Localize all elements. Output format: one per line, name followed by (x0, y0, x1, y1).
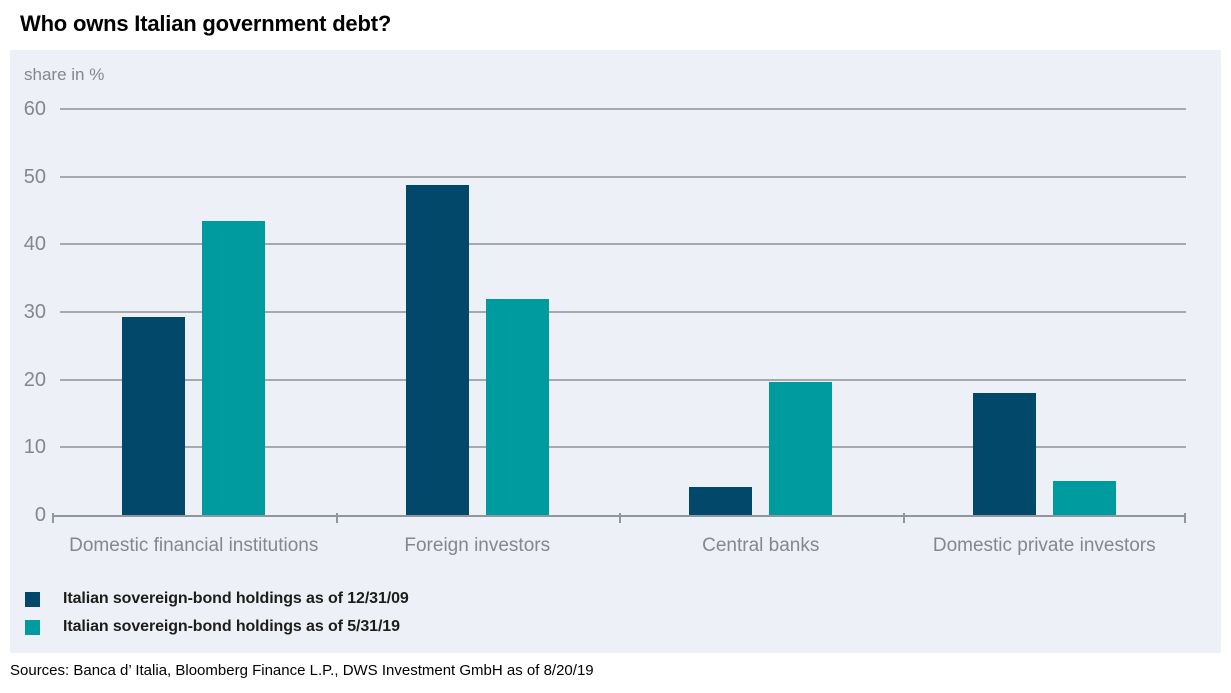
bar-series1-4 (972, 392, 1036, 515)
x-axis-tick (52, 513, 54, 523)
y-tick-label-60: 60 (23, 98, 46, 120)
bar-series1-3 (689, 487, 753, 515)
bar-series1-1 (122, 316, 186, 515)
legend-item-1: Italian sovereign-bond holdings as of 12… (25, 590, 409, 607)
y-tick-label-50: 50 (23, 165, 46, 188)
x-axis-tick (903, 513, 905, 523)
legend-swatch-icon (25, 591, 40, 607)
x-axis-tick (1184, 513, 1186, 523)
sources-note: Sources: Banca d’ Italia, Bloomberg Fina… (10, 662, 594, 679)
y-axis-unit-label: share in % (24, 65, 105, 84)
legend-swatch-icon (25, 619, 40, 635)
bar-series2-2 (485, 299, 549, 515)
gridline-60 (60, 108, 1186, 110)
chart-title: Who owns Italian government debt? (20, 11, 392, 36)
legend-item-2: Italian sovereign-bond holdings as of 5/… (25, 618, 409, 635)
gridline-50 (60, 175, 1186, 178)
x-category-label: Foreign investors (404, 535, 551, 556)
x-axis-category-labels: Domestic financial institutions Foreign i… (52, 534, 1186, 560)
y-tick-label-30: 30 (23, 301, 46, 323)
legend: Italian sovereign-bond holdings as of 12… (25, 590, 409, 647)
y-tick-label-20: 20 (23, 368, 46, 391)
x-category-label: Domestic financial institutions (69, 535, 319, 556)
x-category-label: Central banks (702, 535, 820, 556)
legend-label: Italian sovereign-bond holdings as of 12… (63, 590, 409, 607)
gridline-10 (60, 446, 1186, 449)
bar-series2-3 (769, 381, 833, 515)
y-tick-label-10: 10 (23, 436, 46, 459)
x-category-label: Domestic private investors (932, 535, 1156, 556)
bar-series1-2 (405, 184, 469, 515)
bar-series2-4 (1052, 480, 1116, 515)
y-tick-label-0: 0 (34, 504, 46, 526)
legend-label: Italian sovereign-bond holdings as of 5/… (63, 618, 400, 635)
bar-series2-1 (202, 221, 266, 515)
gridline-30 (60, 311, 1186, 313)
plot-panel: share in % 0 10 20 30 40 50 60 Domestic financ… (10, 50, 1221, 653)
y-tick-label-40: 40 (23, 233, 46, 256)
x-axis-tick (619, 513, 621, 523)
plot-area (52, 108, 1186, 523)
x-axis-line (52, 513, 1186, 523)
gridline-20 (60, 378, 1186, 381)
y-axis-tick-labels: 0 10 20 30 40 50 60 (10, 99, 46, 525)
gridline-40 (60, 243, 1186, 246)
x-axis-tick (336, 513, 338, 523)
